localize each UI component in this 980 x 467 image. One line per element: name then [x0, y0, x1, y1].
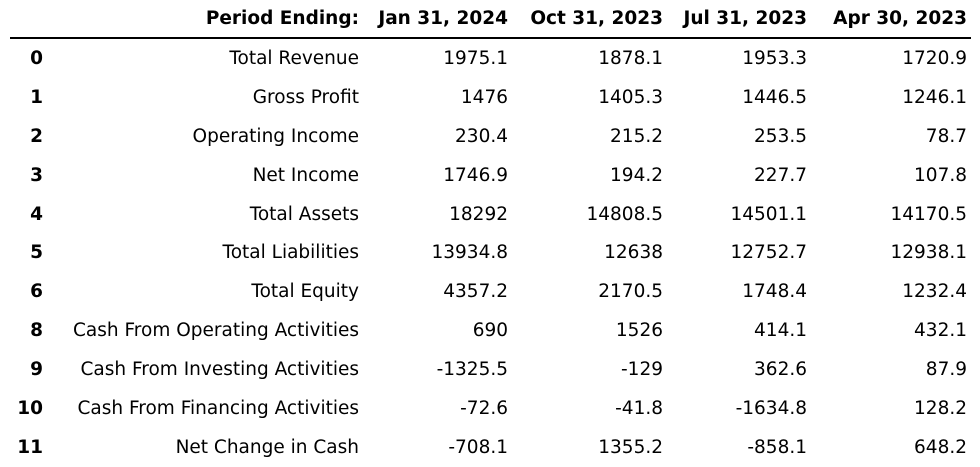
- index-header: [10, 0, 47, 39]
- row-index: 8: [30, 320, 43, 342]
- row-value: 1446.5: [742, 86, 807, 108]
- row-value: 432.1: [914, 320, 967, 342]
- row-value: 12638: [604, 242, 663, 264]
- row-value: 128.2: [914, 397, 967, 419]
- financial-table: Period Ending: Jan 31, 2024 Oct 31, 2023…: [10, 0, 971, 467]
- row-index: 3: [30, 164, 43, 186]
- row-value: 78.7: [925, 125, 967, 147]
- row-value: 1246.1: [902, 86, 967, 108]
- row-label: Total Liabilities: [222, 242, 359, 264]
- row-value: 690: [472, 320, 508, 342]
- row-label: Net Change in Cash: [175, 436, 359, 458]
- row-label: Total Assets: [249, 203, 359, 225]
- table-row: 1 Gross Profit 1476 1405.3 1446.5 1246.1: [10, 78, 971, 117]
- table-row: 11 Net Change in Cash -708.1 1355.2 -858…: [10, 428, 971, 467]
- row-label: Cash From Operating Activities: [73, 320, 359, 342]
- row-value: 227.7: [754, 164, 807, 186]
- row-index: 5: [30, 242, 43, 264]
- row-value: 1232.4: [902, 281, 967, 303]
- period-header: Jul 31, 2023: [667, 0, 811, 39]
- table-row: 8 Cash From Operating Activities 690 152…: [10, 311, 971, 350]
- row-value: 2170.5: [598, 281, 663, 303]
- row-value: 1878.1: [598, 47, 663, 69]
- row-label: Net Income: [252, 164, 359, 186]
- row-value: 87.9: [925, 359, 967, 381]
- row-value: 1748.4: [742, 281, 807, 303]
- row-value: 1405.3: [598, 86, 663, 108]
- table-row: 10 Cash From Financing Activities -72.6 …: [10, 389, 971, 428]
- row-value: 362.6: [754, 359, 807, 381]
- row-value: 1476: [460, 86, 508, 108]
- table-header: Period Ending: Jan 31, 2024 Oct 31, 2023…: [10, 0, 971, 39]
- table-row: 9 Cash From Investing Activities -1325.5…: [10, 350, 971, 389]
- row-value: -858.1: [747, 436, 807, 458]
- row-index: 10: [17, 397, 43, 419]
- row-index: 6: [30, 281, 43, 303]
- row-value: 12752.7: [730, 242, 807, 264]
- row-value: -708.1: [448, 436, 508, 458]
- row-value: 107.8: [914, 164, 967, 186]
- row-label: Gross Profit: [252, 86, 359, 108]
- row-value: 1746.9: [443, 164, 508, 186]
- row-value: 1953.3: [742, 47, 807, 69]
- row-label: Cash From Financing Activities: [77, 397, 360, 419]
- row-value: 414.1: [754, 320, 807, 342]
- header-row: Period Ending: Jan 31, 2024 Oct 31, 2023…: [10, 0, 971, 39]
- table-row: 3 Net Income 1746.9 194.2 227.7 107.8: [10, 156, 971, 195]
- row-value: 1720.9: [902, 47, 967, 69]
- period-ending-header: Period Ending:: [47, 0, 363, 39]
- table-row: 2 Operating Income 230.4 215.2 253.5 78.…: [10, 117, 971, 156]
- row-value: -1634.8: [735, 397, 807, 419]
- row-value: 18292: [449, 203, 508, 225]
- row-label: Total Revenue: [229, 47, 359, 69]
- row-value: 14501.1: [730, 203, 807, 225]
- row-value: 1975.1: [443, 47, 508, 69]
- row-value: 230.4: [455, 125, 508, 147]
- period-header: Apr 30, 2023: [811, 0, 971, 39]
- row-value: -129: [621, 359, 663, 381]
- row-label: Total Equity: [251, 281, 359, 303]
- table-row: 0 Total Revenue 1975.1 1878.1 1953.3 172…: [10, 38, 971, 78]
- row-value: 648.2: [914, 436, 967, 458]
- table-row: 6 Total Equity 4357.2 2170.5 1748.4 1232…: [10, 272, 971, 311]
- row-label: Cash From Investing Activities: [80, 359, 359, 381]
- row-value: 13934.8: [431, 242, 508, 264]
- table-row: 4 Total Assets 18292 14808.5 14501.1 141…: [10, 195, 971, 234]
- row-value: 14808.5: [586, 203, 663, 225]
- row-value: -41.8: [615, 397, 663, 419]
- row-value: 253.5: [754, 125, 807, 147]
- period-header: Oct 31, 2023: [512, 0, 667, 39]
- row-value: 4357.2: [443, 281, 508, 303]
- row-index: 11: [17, 436, 43, 458]
- row-value: -72.6: [460, 397, 508, 419]
- row-value: -1325.5: [436, 359, 508, 381]
- row-index: 2: [30, 125, 43, 147]
- row-label: Operating Income: [192, 125, 359, 147]
- row-value: 12938.1: [890, 242, 967, 264]
- row-index: 9: [30, 359, 43, 381]
- table-body: 0 Total Revenue 1975.1 1878.1 1953.3 172…: [10, 38, 971, 467]
- period-header: Jan 31, 2024: [363, 0, 512, 39]
- row-value: 215.2: [610, 125, 663, 147]
- row-value: 1355.2: [598, 436, 663, 458]
- row-index: 0: [30, 47, 43, 69]
- row-value: 14170.5: [890, 203, 967, 225]
- table-row: 5 Total Liabilities 13934.8 12638 12752.…: [10, 233, 971, 272]
- row-value: 194.2: [610, 164, 663, 186]
- row-index: 1: [30, 86, 43, 108]
- row-index: 4: [30, 203, 43, 225]
- row-value: 1526: [615, 320, 663, 342]
